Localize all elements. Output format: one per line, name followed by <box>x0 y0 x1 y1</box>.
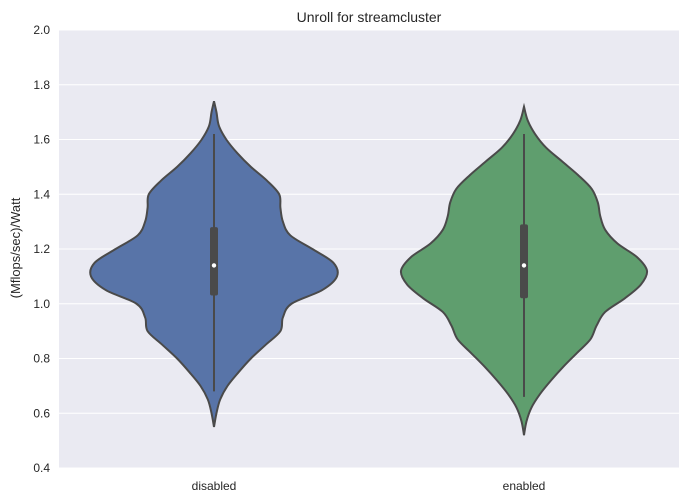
violin-enabled <box>399 102 649 436</box>
y-tick-labels: 0.4 0.6 0.8 1.0 1.2 1.4 1.6 1.8 2.0 <box>33 23 50 475</box>
y-tick-label: 0.8 <box>33 352 50 366</box>
iqr-box <box>210 227 218 296</box>
y-tick-label: 0.4 <box>33 461 50 475</box>
y-tick-label: 1.2 <box>33 242 50 256</box>
chart-title: Unroll for streamcluster <box>297 9 442 25</box>
y-tick-label: 1.0 <box>33 297 50 311</box>
y-tick-label: 0.6 <box>33 406 50 420</box>
y-axis-label: (Mflops/sec)/Watt <box>8 197 23 298</box>
x-tick-label: disabled <box>192 479 237 493</box>
violins <box>89 100 649 436</box>
y-tick-label: 2.0 <box>33 23 50 37</box>
median-point <box>211 263 217 268</box>
y-tick-label: 1.6 <box>33 133 50 147</box>
x-tick-label: enabled <box>503 479 546 493</box>
violin-disabled <box>89 100 339 428</box>
iqr-box <box>520 224 528 299</box>
median-point <box>521 263 527 268</box>
y-tick-label: 1.4 <box>33 187 50 201</box>
x-tick-labels: disabled enabled <box>192 479 546 493</box>
y-tick-label: 1.8 <box>33 78 50 92</box>
